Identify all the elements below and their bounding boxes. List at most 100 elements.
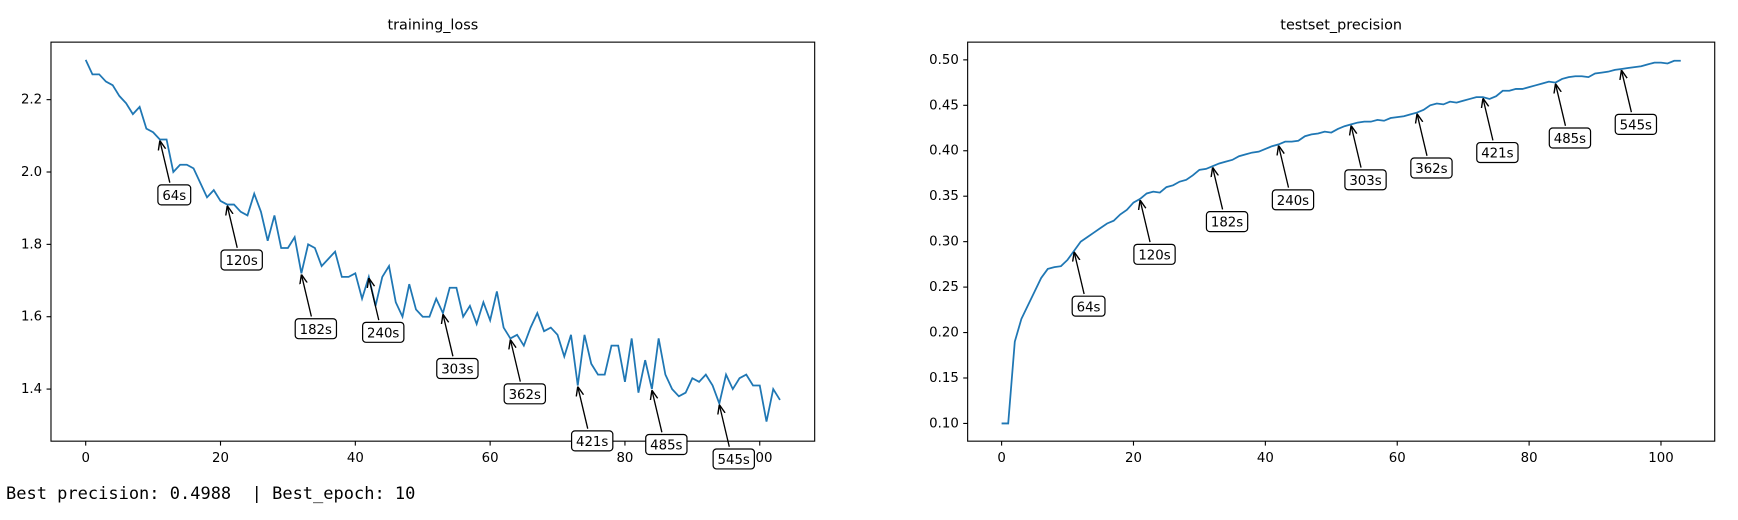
annotation: 64s	[1071, 295, 1106, 317]
annotation-arrow	[1213, 167, 1224, 210]
annotation-arrow	[1417, 114, 1428, 156]
console-output: Best precision: 0.4988 | Best_epoch: 10	[6, 484, 416, 504]
annotation-label: 240s	[1277, 194, 1309, 209]
annotation-box	[570, 430, 614, 452]
x-tick-label: 60	[1389, 451, 1406, 466]
annotation-label: 545s	[718, 453, 750, 468]
annotation-box	[1410, 157, 1453, 179]
x-tick-label: 80	[616, 451, 633, 466]
annotation: 421s	[570, 430, 614, 452]
annotation-label: 303s	[441, 363, 473, 378]
annotation: 303s	[1344, 169, 1387, 191]
annotation-arrow	[1621, 70, 1633, 113]
annotation-box	[1614, 113, 1658, 135]
annotation-box	[1271, 189, 1315, 211]
annotation-arrow	[578, 387, 589, 429]
annotation-label: 182s	[1211, 216, 1243, 231]
annotation: 303s	[436, 357, 479, 380]
annotation-box	[1133, 243, 1176, 265]
x-tick-label: 0	[997, 451, 1005, 466]
x-tick-label: 20	[1125, 451, 1142, 466]
annotation-box	[1476, 141, 1519, 164]
annotation-label: 545s	[1620, 118, 1652, 133]
y-tick-label: 0.25	[929, 280, 959, 295]
annotation-arrow	[160, 141, 171, 183]
y-tick-label: 1.6	[21, 310, 42, 325]
plot-frame	[50, 41, 816, 442]
annotation-arrow	[1140, 200, 1151, 243]
y-tick-label: 0.45	[929, 98, 959, 113]
annotation-label: 421s	[1481, 147, 1513, 162]
y-tick-label: 0.50	[929, 53, 959, 68]
annotation-arrow	[510, 340, 521, 382]
annotation: 120s	[1133, 243, 1176, 265]
annotation-arrow	[369, 278, 380, 321]
data-line	[1001, 59, 1681, 425]
annotation-label: 485s	[650, 439, 682, 454]
annotation: 545s	[1614, 113, 1658, 135]
annotation-box	[362, 321, 405, 343]
plot-frame	[967, 41, 1716, 442]
annotation-arrow	[1279, 146, 1290, 188]
annotation: 362s	[1410, 157, 1453, 179]
annotation-box	[220, 249, 263, 271]
annotation-box	[1071, 295, 1106, 317]
y-tick-label: 1.8	[21, 237, 42, 252]
annotation-label: 182s	[300, 323, 332, 338]
annotation-box	[436, 357, 479, 380]
annotation-label: 64s	[1077, 300, 1101, 315]
y-tick-label: 0.10	[929, 416, 959, 431]
annotation-label: 362s	[1415, 162, 1447, 177]
annotation-label: 421s	[576, 435, 608, 450]
annotation-arrow	[652, 390, 663, 433]
annotation: 421s	[1476, 141, 1519, 164]
x-tick-label: 100	[1648, 451, 1673, 466]
annotation-arrow	[1351, 126, 1362, 168]
annotation-arrow	[227, 206, 238, 248]
annotation: 182s	[294, 318, 338, 340]
y-tick-label: 0.40	[929, 144, 959, 159]
y-tick-label: 1.4	[21, 382, 42, 397]
annotation-label: 303s	[1349, 174, 1381, 189]
y-tick-label: 2.2	[21, 93, 42, 108]
charts: training_loss 1.4 1.6 1.8 2.0 2.2 0 20 40 60 80 100…	[21, 18, 1716, 470]
annotation-box	[645, 433, 688, 456]
annotation: 182s	[1205, 211, 1249, 233]
annotation-box	[503, 383, 547, 405]
annotation-label: 120s	[226, 254, 258, 269]
annotation-box	[1548, 127, 1592, 149]
chart-title: testset_precision	[1280, 18, 1402, 34]
x-tick-label: 60	[482, 451, 499, 466]
chart-title: training_loss	[387, 18, 478, 34]
annotation-arrow	[443, 314, 454, 357]
annotation-label: 64s	[162, 189, 186, 204]
y-tick-label: 0.35	[929, 189, 959, 204]
x-tick-label: 40	[347, 451, 364, 466]
y-tick-label: 2.0	[21, 165, 42, 180]
annotation-label: 120s	[1138, 248, 1170, 263]
data-line	[84, 59, 781, 422]
annotation: 240s	[362, 321, 405, 343]
annotation-arrow	[1074, 252, 1085, 295]
annotation: 240s	[1271, 189, 1315, 211]
annotation-box	[157, 184, 192, 206]
annotation-box	[1344, 169, 1387, 191]
annotation-arrow	[1555, 84, 1567, 126]
annotation-arrow	[1483, 98, 1494, 141]
annotation: 120s	[220, 249, 263, 271]
annotation: 362s	[503, 383, 547, 405]
annotation-box	[712, 448, 755, 470]
annotation-label: 240s	[367, 326, 399, 341]
annotation-arrow	[301, 274, 313, 317]
y-tick-label: 0.30	[929, 235, 959, 250]
x-tick-label: 20	[212, 451, 229, 466]
annotation: 64s	[157, 184, 192, 206]
annotation: 545s	[712, 448, 755, 470]
annotation-arrow	[719, 405, 730, 447]
y-tick-label: 0.20	[929, 326, 959, 341]
annotation: 485s	[1548, 127, 1592, 149]
annotation: 485s	[645, 433, 688, 456]
x-tick-label: 0	[81, 451, 89, 466]
annotation-label: 362s	[509, 388, 541, 403]
